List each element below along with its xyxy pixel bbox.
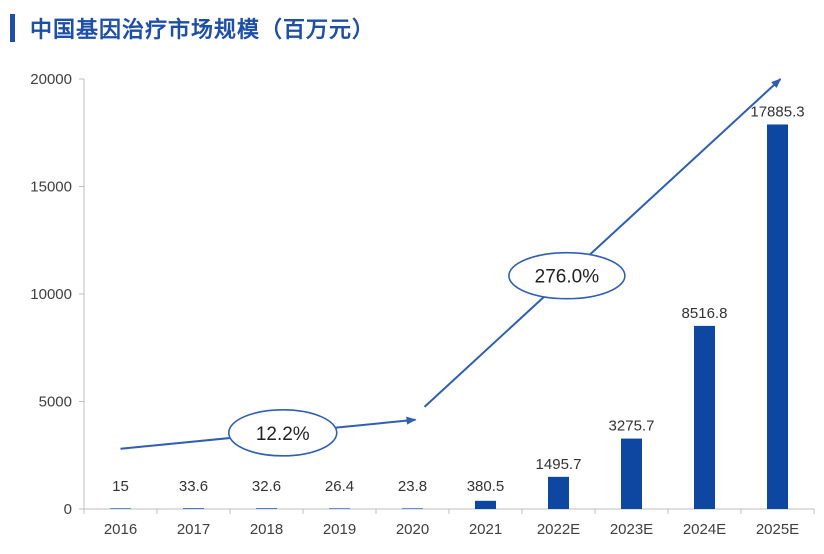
bar <box>767 124 788 509</box>
x-tick-label: 2020 <box>396 521 429 538</box>
growth-rate-label: 12.2% <box>256 424 310 445</box>
bar <box>183 508 204 509</box>
bar <box>402 508 423 509</box>
data-label: 32.6 <box>252 478 281 495</box>
data-label: 15 <box>112 478 129 495</box>
data-label: 33.6 <box>179 478 208 495</box>
bar <box>329 508 350 509</box>
bar <box>621 438 642 509</box>
x-tick-label: 2023E <box>610 521 653 538</box>
x-tick-label: 2019 <box>323 521 356 538</box>
data-label: 8516.8 <box>682 305 728 322</box>
growth-arrow <box>423 78 782 408</box>
growth-rate-bubble <box>508 251 626 300</box>
x-tick-label: 2022E <box>537 521 580 538</box>
y-tick-label: 5000 <box>39 394 72 411</box>
x-tick-label: 2018 <box>250 521 283 538</box>
y-tick-label: 20000 <box>30 71 72 88</box>
data-label: 23.8 <box>398 478 427 495</box>
data-label: 380.5 <box>467 478 505 495</box>
bar <box>110 508 131 509</box>
x-tick-label: 2021 <box>469 521 502 538</box>
data-label: 26.4 <box>325 478 354 495</box>
bar <box>256 508 277 509</box>
growth-rate-bubble <box>227 409 338 457</box>
y-tick-label: 15000 <box>30 179 72 196</box>
bar <box>475 500 496 509</box>
bar <box>548 476 569 509</box>
bar <box>694 325 715 509</box>
chart-title: 中国基因治疗市场规模（百万元） <box>30 18 376 43</box>
x-tick-label: 2017 <box>177 521 210 538</box>
data-label: 3275.7 <box>609 418 655 435</box>
x-tick-label: 2024E <box>683 521 726 538</box>
growth-rate-label: 276.0% <box>535 267 600 288</box>
x-tick-label: 2025E <box>756 521 799 538</box>
y-tick-label: 10000 <box>30 286 72 303</box>
data-label: 17885.3 <box>750 103 804 120</box>
x-tick-label: 2016 <box>104 521 137 538</box>
data-label: 1495.7 <box>536 456 582 473</box>
title-accent-bar <box>10 14 15 42</box>
y-tick-label: 0 <box>64 501 72 518</box>
